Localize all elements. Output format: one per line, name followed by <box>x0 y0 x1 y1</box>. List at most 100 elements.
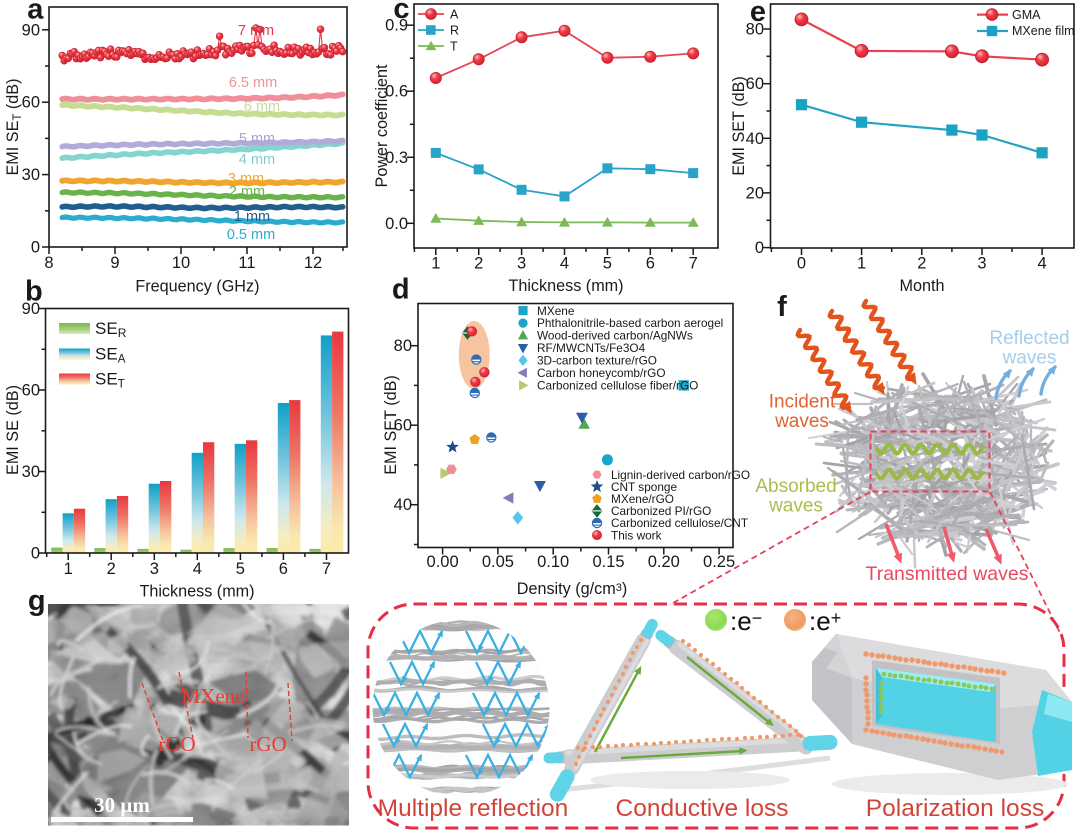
svg-text:30: 30 <box>22 166 40 184</box>
svg-text:d: d <box>392 274 410 306</box>
svg-text:9: 9 <box>110 254 119 272</box>
svg-text:f: f <box>777 291 787 323</box>
svg-text:MXene/rGO: MXene/rGO <box>611 492 674 506</box>
svg-text:0.0: 0.0 <box>385 215 408 233</box>
svg-text:80: 80 <box>746 21 764 39</box>
svg-text::e+: :e+ <box>809 606 841 636</box>
svg-text:CNT sponge: CNT sponge <box>611 480 677 494</box>
svg-text:3 mm: 3 mm <box>228 171 264 187</box>
svg-text:SER: SER <box>95 319 127 340</box>
svg-text:0.15: 0.15 <box>592 553 624 571</box>
svg-text:60: 60 <box>394 417 412 435</box>
svg-text:90: 90 <box>22 21 40 39</box>
svg-text:e: e <box>750 0 766 28</box>
svg-text:A: A <box>450 7 459 21</box>
svg-text:SEA: SEA <box>95 345 126 366</box>
svg-text:EMI SET (dB): EMI SET (dB) <box>382 375 400 475</box>
svg-text:5 mm: 5 mm <box>239 131 275 147</box>
svg-text:4: 4 <box>560 255 569 273</box>
svg-text:Lignin-derived carbon/rGO: Lignin-derived carbon/rGO <box>611 468 750 482</box>
svg-text:1 mm: 1 mm <box>234 209 270 225</box>
svg-text:GMA: GMA <box>1012 8 1041 22</box>
svg-text:1: 1 <box>431 255 440 273</box>
svg-text:6 mm: 6 mm <box>244 99 280 115</box>
svg-text:rGO: rGO <box>249 732 286 756</box>
svg-text:Month: Month <box>900 277 945 295</box>
svg-text:60: 60 <box>22 94 40 112</box>
svg-text:c: c <box>393 0 409 25</box>
svg-text:30: 30 <box>22 463 40 481</box>
svg-text:0.00: 0.00 <box>427 553 459 571</box>
svg-text:MXene: MXene <box>182 684 245 708</box>
svg-text:0: 0 <box>31 239 40 257</box>
svg-text:SET: SET <box>95 370 125 391</box>
svg-text:3: 3 <box>977 255 986 273</box>
svg-text:Multiple reflection: Multiple reflection <box>378 795 569 822</box>
svg-text:8: 8 <box>44 254 53 272</box>
svg-text:1: 1 <box>64 560 73 578</box>
svg-text:2: 2 <box>474 255 483 273</box>
svg-text:4: 4 <box>1038 255 1047 273</box>
svg-text:Carbon honeycomb/rGO: Carbon honeycomb/rGO <box>537 366 666 380</box>
svg-text:0.9: 0.9 <box>385 17 408 35</box>
svg-text:60: 60 <box>22 382 40 400</box>
svg-text:Carbonized cellulose fiber/rGO: Carbonized cellulose fiber/rGO <box>537 379 698 393</box>
svg-text:40: 40 <box>394 496 412 514</box>
svg-text:Polarization loss: Polarization loss <box>866 795 1044 822</box>
svg-text:11: 11 <box>238 254 255 272</box>
svg-text:0: 0 <box>31 545 40 563</box>
svg-text:0.5 mm: 0.5 mm <box>227 227 275 243</box>
svg-text:EMI SE (dB): EMI SE (dB) <box>4 385 22 475</box>
svg-text:3: 3 <box>150 560 159 578</box>
svg-text:waves: waves <box>1002 348 1057 369</box>
svg-text:0.10: 0.10 <box>537 553 569 571</box>
svg-text:Transmitted waves: Transmitted waves <box>866 563 1029 585</box>
svg-text:0.20: 0.20 <box>648 553 680 571</box>
svg-text:EMI SET (dB): EMI SET (dB) <box>4 79 24 176</box>
svg-text:b: b <box>25 276 43 308</box>
svg-text:EMI SET (dB): EMI SET (dB) <box>730 76 748 176</box>
svg-text:0.3: 0.3 <box>385 149 408 167</box>
svg-text:80: 80 <box>394 337 412 355</box>
svg-text:12: 12 <box>304 254 322 272</box>
svg-text:0: 0 <box>755 239 764 257</box>
svg-text:Power coefficient: Power coefficient <box>373 64 391 187</box>
svg-text:7 mm: 7 mm <box>238 23 274 39</box>
svg-text:Wood-derived carbon/AgNWs: Wood-derived carbon/AgNWs <box>537 329 693 343</box>
svg-text:90: 90 <box>22 300 40 318</box>
svg-text:Reflected: Reflected <box>989 328 1069 349</box>
svg-text:10: 10 <box>172 254 190 272</box>
svg-text:0: 0 <box>797 255 806 273</box>
svg-text:6: 6 <box>646 255 655 273</box>
svg-text:Conductive loss: Conductive loss <box>616 795 789 822</box>
svg-text:4 mm: 4 mm <box>239 152 275 168</box>
svg-text:6: 6 <box>279 560 288 578</box>
svg-text:Frequency (GHz): Frequency (GHz) <box>135 278 259 296</box>
svg-text:1: 1 <box>857 255 866 273</box>
svg-text:0.05: 0.05 <box>482 553 514 571</box>
svg-text:Carbonized cellulose/CNT: Carbonized cellulose/CNT <box>611 516 748 530</box>
svg-text:waves: waves <box>768 496 823 517</box>
svg-text:2: 2 <box>917 255 926 273</box>
svg-text:60: 60 <box>746 75 764 93</box>
svg-text:Carbonized PI/rGO: Carbonized PI/rGO <box>611 504 711 518</box>
svg-text:rGO: rGO <box>158 732 195 756</box>
svg-text:Absorbed: Absorbed <box>755 476 836 497</box>
svg-text::e−: :e− <box>730 606 762 636</box>
svg-text:2: 2 <box>107 560 116 578</box>
svg-text:5: 5 <box>603 255 612 273</box>
svg-text:6.5 mm: 6.5 mm <box>229 75 277 91</box>
svg-text:0.25: 0.25 <box>703 553 735 571</box>
svg-text:R: R <box>450 23 459 37</box>
svg-text:Thickness (mm): Thickness (mm) <box>139 583 254 601</box>
svg-text:g: g <box>28 585 46 617</box>
svg-text:RF/MWCNTs/Fe3O4: RF/MWCNTs/Fe3O4 <box>537 341 646 355</box>
svg-text:4: 4 <box>193 560 202 578</box>
svg-text:Incident: Incident <box>769 392 836 413</box>
svg-text:a: a <box>27 0 44 25</box>
svg-text:Phthalonitrile-based carbon ae: Phthalonitrile-based carbon aerogel <box>537 316 723 330</box>
svg-text:30 μm: 30 μm <box>94 793 150 817</box>
svg-text:7: 7 <box>689 255 698 273</box>
svg-text:waves: waves <box>774 411 829 432</box>
svg-text:40: 40 <box>746 130 764 148</box>
